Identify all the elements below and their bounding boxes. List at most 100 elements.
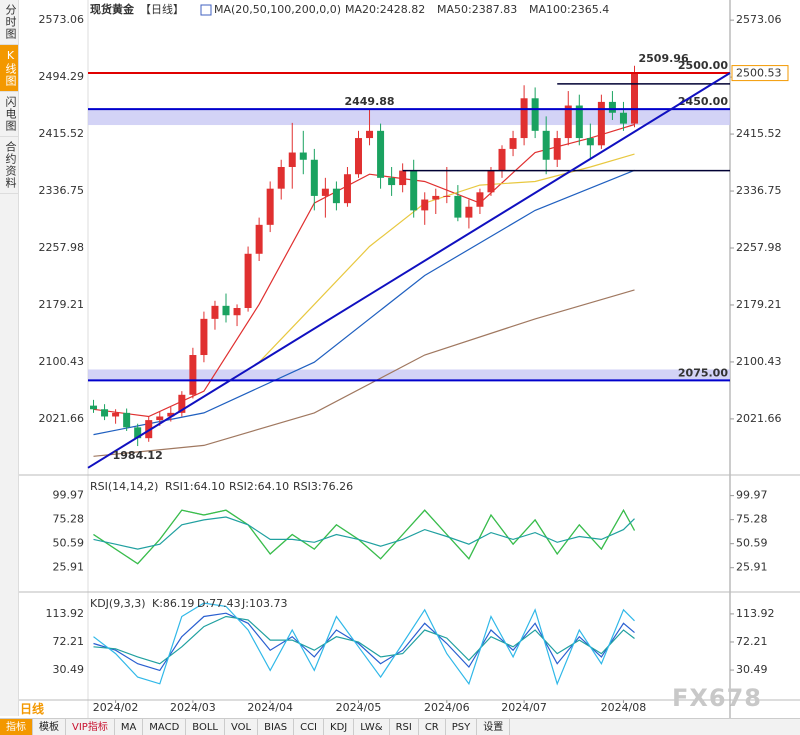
last-price-box	[731, 65, 789, 82]
candle-body	[266, 188, 274, 225]
line-series	[93, 123, 635, 418]
legend-entry: J:103.73	[241, 597, 287, 610]
candle-body	[553, 138, 561, 160]
line-series	[93, 615, 635, 665]
candle-body	[432, 195, 440, 200]
toolbar-tab[interactable]: RSI	[390, 719, 419, 735]
tab[interactable]: K线图	[0, 45, 18, 92]
y-tick-label: 75.28	[736, 513, 768, 526]
y-tick-label: 50.59	[53, 537, 85, 550]
chart-subtitle: 【日线】	[140, 2, 184, 16]
line-series	[93, 516, 635, 550]
x-tick-label: 2024/08	[601, 701, 647, 714]
y-tick-label: 2100.43	[736, 355, 782, 368]
candle-body	[586, 138, 594, 146]
candle-body	[608, 101, 616, 113]
y-tick-label: 113.92	[736, 607, 775, 620]
indicator-label: MA(20,50,100,200,0,0)	[214, 3, 341, 16]
y-tick-label: 2336.75	[39, 184, 85, 197]
watermark: FX678	[672, 684, 762, 712]
toolbar-tab[interactable]: 指标	[0, 719, 33, 735]
legend-entry: MA50:2387.83	[437, 3, 517, 16]
sidebar: 分时图 K线图 闪电图 合约资料	[0, 0, 19, 716]
toolbar-tab[interactable]: BIAS	[258, 719, 295, 735]
candle-body	[288, 152, 296, 167]
candle-body	[631, 72, 639, 124]
tab[interactable]: 合约资料	[0, 137, 18, 194]
candle-body	[531, 98, 539, 131]
legend-entry: RSI3:76.26	[293, 480, 353, 493]
candle-body	[564, 105, 572, 139]
y-tick-label: 75.28	[53, 513, 85, 526]
line-series	[93, 508, 636, 565]
y-tick-label: 25.91	[736, 561, 768, 574]
price-annotation: 1984.12	[113, 449, 163, 462]
candle-body	[200, 318, 208, 356]
line-series	[93, 289, 635, 457]
candle-body	[465, 206, 473, 218]
toolbar-tab[interactable]: KDJ	[324, 719, 355, 735]
legend-entry: MA20:2428.82	[345, 3, 425, 16]
candle-body	[476, 192, 484, 207]
legend-entry: D:77.43	[197, 597, 241, 610]
y-tick-label: 2494.29	[39, 70, 85, 83]
tab[interactable]: 闪电图	[0, 92, 18, 137]
y-tick-label: 2257.98	[736, 241, 782, 254]
y-tick-label: 2021.66	[39, 412, 85, 425]
toolbar-tab[interactable]: MACD	[143, 719, 187, 735]
y-tick-label: 2100.43	[39, 355, 85, 368]
candle-body	[377, 130, 385, 178]
price-annotation: 2509.96	[639, 52, 689, 65]
candle-body	[354, 138, 362, 175]
candle-body	[222, 305, 230, 316]
toolbar-tab[interactable]: MA	[115, 719, 144, 735]
y-tick-label: 2573.06	[736, 13, 782, 26]
candle-body	[332, 188, 340, 204]
candle-body	[101, 409, 109, 417]
x-tick-label: 2024/02	[93, 701, 139, 714]
toolbar-tab[interactable]: VIP指标	[66, 719, 115, 735]
icon	[200, 4, 212, 16]
chart-title: KDJ(9,3,3)	[90, 597, 146, 610]
candle-body	[388, 177, 396, 186]
candle-body	[520, 98, 528, 139]
candle-body	[211, 305, 219, 319]
candle-body	[410, 170, 418, 211]
toolbar-tab[interactable]: CR	[419, 719, 446, 735]
zone	[88, 369, 730, 381]
y-tick-label: 2573.06	[39, 13, 85, 26]
toolbar-tab[interactable]: BOLL	[186, 719, 225, 735]
candle-body	[167, 412, 175, 417]
candle-body	[233, 308, 241, 316]
legend-entry: RSI2:64.10	[229, 480, 289, 493]
candle-body	[619, 112, 627, 124]
candle-body	[310, 159, 318, 196]
toolbar-tab[interactable]: CCI	[294, 719, 325, 735]
x-tick-label: 2024/03	[170, 701, 216, 714]
candle-body	[255, 224, 263, 254]
candle-body	[178, 394, 186, 413]
level-label: 2450.00	[678, 95, 728, 108]
period-button[interactable]: 日线	[20, 702, 45, 716]
candle-body	[112, 412, 120, 417]
tab[interactable]: 分时图	[0, 0, 18, 45]
y-tick-label: 99.97	[736, 489, 768, 502]
candle-body	[366, 130, 374, 139]
y-tick-label: 50.59	[736, 537, 768, 550]
toolbar-tab[interactable]: 设置	[477, 719, 511, 735]
toolbar-tab[interactable]: PSY	[446, 719, 478, 735]
legend-entry: MA100:2365.4	[529, 3, 609, 16]
toolbar-tab[interactable]: 模板	[33, 719, 66, 735]
x-tick-label: 2024/07	[501, 701, 547, 714]
toolbar-tab[interactable]: VOL	[225, 719, 259, 735]
candle-body	[189, 355, 197, 395]
candle-body	[277, 166, 285, 189]
x-tick-label: 2024/05	[336, 701, 382, 714]
candle-body	[134, 427, 142, 439]
toolbar-tab[interactable]: LW&	[354, 719, 390, 735]
candle-body	[509, 138, 517, 149]
candle-body	[443, 195, 451, 197]
y-tick-label: 113.92	[46, 607, 85, 620]
candle-body	[487, 170, 495, 193]
